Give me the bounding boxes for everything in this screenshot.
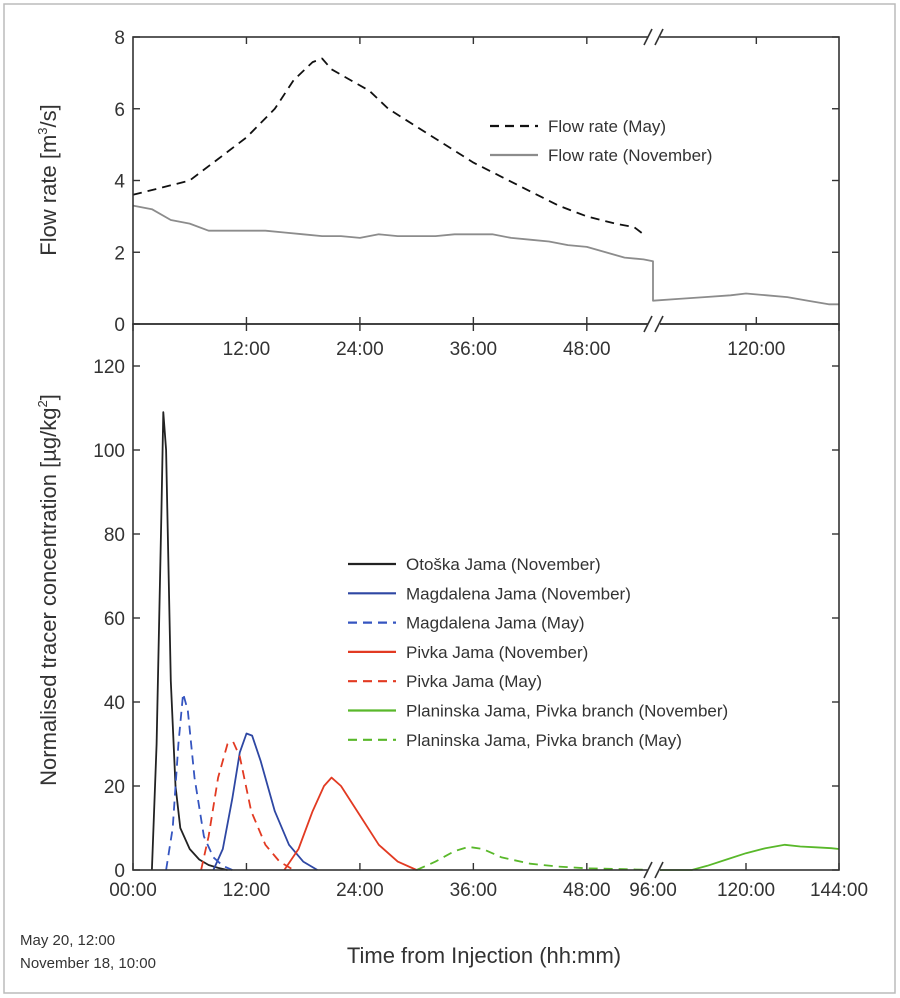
tracer-legend-label-otoska-jama-november: Otoška Jama (November) [406,555,601,574]
axis-break-slash [654,315,664,333]
tracer-x-tick-label: 24:00 [336,880,384,901]
flow-rate-y-tick-label: 8 [114,28,125,49]
axis-break-markers [643,28,664,879]
tracer-y-tick-label: 40 [104,693,125,714]
flow-rate-y-tick-label: 0 [114,315,125,336]
tracer-panel: 0 20 40 60 80 100 120 00:00 12:00 24:00 36:00 48:0… [20,323,868,972]
tracer-legend-label-pivka-jama-may: Pivka Jama (May) [406,672,542,691]
flow-rate-x-tick-label: 120:00 [727,339,785,360]
start-note-november: November 18, 10:00 [20,955,156,972]
flow-rate-legend: Flow rate (May) Flow rate (November) [490,117,712,165]
tracer-x-tick-label: 120:00 [717,880,775,901]
tracer-series-planinska-jama-pivka-branch-may [416,846,654,871]
flow-rate-x-tick-label: 24:00 [336,339,384,360]
flow-rate-x-tick-label: 12:00 [223,339,271,360]
flow-rate-y-axis-title: Flow rate [m3/s] [35,104,61,256]
tracer-y-axis-title: Normalised tracer concentration [µg/kg2] [35,394,61,786]
tracer-y-tick-label: 60 [104,609,125,630]
tracer-x-axis-title: Time from Injection (hh:mm) [347,943,621,968]
tracer-x-tick-label: 36:00 [450,880,498,901]
flow-rate-x-axis: 12:00 24:00 36:00 48:00 120:00 [223,37,785,360]
tracer-legend-label-magdalena-jama-november: Magdalena Jama (November) [406,584,631,603]
tracer-y-axis: 0 20 40 60 80 100 120 [93,357,839,882]
tracer-series-pivka-jama-november [283,776,417,871]
flow-rate-y-tick-label: 4 [114,172,125,193]
flow-rate-y-axis-title-end: /s] [36,104,61,127]
tracer-series-magdalena-jama-november [212,732,318,871]
axis-break-slash [654,861,664,879]
axis-break-slash [643,315,653,333]
tracer-x-axis: 00:00 12:00 24:00 36:00 48:00 96:00 120:00 144:… [109,324,868,901]
tracer-legend-label-pivka-jama-november: Pivka Jama (November) [406,643,588,662]
tracer-y-tick-label: 100 [93,441,125,462]
tracer-x-tick-label: 00:00 [109,880,157,901]
tracer-y-axis-title-sup: 2 [35,400,50,407]
tracer-legend: Otoška Jama (November) Magdalena Jama (No… [348,555,728,750]
flow-rate-y-tick-label: 2 [114,243,125,264]
flow-rate-legend-label-flow-rate-november: Flow rate (November) [548,146,712,165]
tracer-x-tick-label: 96:00 [629,880,677,901]
tracer-x-tick-label: 12:00 [223,880,271,901]
tracer-y-tick-label: 0 [114,861,125,882]
axis-break-slash [643,28,653,46]
flow-rate-y-axis: 0 2 4 6 8 [114,28,839,336]
start-note-may: May 20, 12:00 [20,932,115,949]
tracer-legend-label-magdalena-jama-may: Magdalena Jama (May) [406,614,585,633]
tracer-series-otoska-jama-november [151,411,228,871]
tracer-legend-label-planinska-jama-pivka-branch-may: Planinska Jama, Pivka branch (May) [406,731,682,750]
axis-break-slash [654,28,664,46]
tracer-series-planinska-jama-pivka-branch-november [653,843,840,871]
flow-rate-x-tick-label: 48:00 [563,339,611,360]
tracer-x-tick-label: 144:00 [810,880,868,901]
flow-rate-y-axis-title-main: Flow rate [m [36,135,61,256]
flow-rate-y-tick-label: 6 [114,100,125,121]
tracer-plot-frame [132,323,840,871]
tracer-y-tick-label: 80 [104,525,125,546]
tracer-series-layer [151,411,840,871]
flow-rate-legend-label-flow-rate-may: Flow rate (May) [548,117,666,136]
tracer-y-axis-title-main: Normalised tracer concentration [µg/kg [36,408,61,786]
tracer-y-axis-title-end: ] [36,394,61,400]
flow-rate-y-axis-title-sup: 3 [35,127,50,134]
flow-rate-x-tick-label: 36:00 [450,339,498,360]
tracer-legend-label-planinska-jama-pivka-branch-november: Planinska Jama, Pivka branch (November) [406,702,728,721]
tracer-series-magdalena-jama-may [165,692,233,871]
flow-rate-series-layer [132,57,839,306]
tracer-x-tick-label: 48:00 [563,880,611,901]
flow-rate-panel: 0 2 4 6 8 12:00 24:00 36:00 48:00 120:00 Flow ra… [35,28,840,360]
tracer-y-tick-label: 120 [93,357,125,378]
figure-border [3,3,896,994]
axis-break-slash [643,861,653,879]
tracer-y-tick-label: 20 [104,777,125,798]
tracer-series-pivka-jama-may [200,741,295,871]
flow-rate-series-flow-rate-may [132,57,645,236]
flow-rate-series-flow-rate-november [132,204,839,306]
